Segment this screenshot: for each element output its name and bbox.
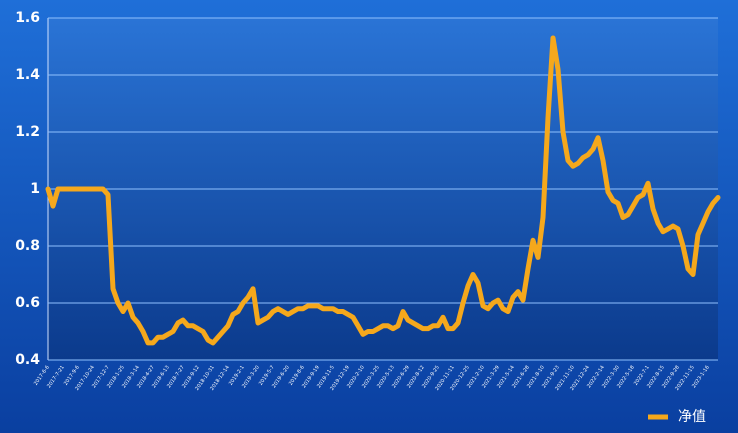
y-tick-label: 0.4 <box>15 352 40 368</box>
y-tick-label: 1.6 <box>15 10 40 26</box>
y-tick-label: 0.6 <box>15 295 40 311</box>
legend-label: 净值 <box>678 409 706 425</box>
y-tick-label: 1.4 <box>15 67 40 83</box>
y-tick-label: 1.2 <box>15 124 40 140</box>
y-tick-label: 0.8 <box>15 238 40 254</box>
y-tick-label: 1 <box>30 181 40 197</box>
line <box>45 35 721 346</box>
